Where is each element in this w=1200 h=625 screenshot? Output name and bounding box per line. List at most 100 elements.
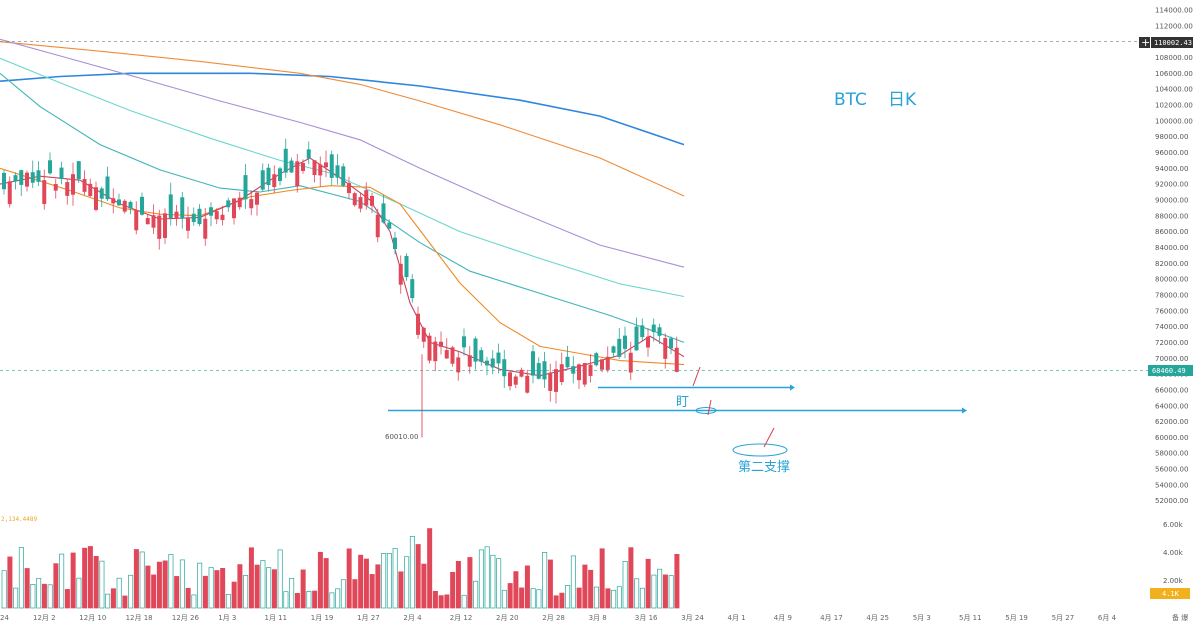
candle-body — [651, 324, 656, 333]
candle-body — [283, 148, 288, 173]
volume-bar — [616, 586, 622, 609]
candle-body — [370, 195, 374, 206]
date-tick-label: 2月 28 — [542, 614, 565, 622]
volume-bar — [335, 588, 341, 609]
date-tick-label: 5月 3 — [913, 614, 931, 622]
candle-body — [375, 214, 380, 238]
volume-bar — [47, 584, 53, 609]
price-tick-label: 94000.00 — [1155, 165, 1188, 173]
volume-bar — [329, 592, 335, 609]
red-arrow-icon — [763, 427, 775, 448]
volume-bar — [225, 594, 231, 609]
volume-bar — [179, 559, 185, 609]
price-tick-label: 104000.00 — [1155, 86, 1193, 94]
date-tick-label: 24 — [0, 614, 9, 622]
volume-bar — [59, 553, 65, 609]
candlesticks — [2, 138, 679, 438]
volume-bar — [87, 546, 93, 609]
price-tick-label: 56000.00 — [1155, 466, 1188, 474]
volume-bar — [306, 590, 312, 609]
volume-bar — [478, 549, 484, 609]
candle-body — [94, 187, 98, 210]
volume-bar — [53, 563, 59, 609]
candle-body — [329, 154, 334, 178]
candle-body — [59, 167, 64, 180]
candle-body — [525, 375, 530, 393]
volume-bar — [237, 564, 243, 609]
candle-body — [145, 218, 150, 225]
candle-body — [559, 364, 564, 383]
candle-body — [7, 181, 12, 205]
volume-bar — [174, 576, 180, 609]
volume-bar — [70, 552, 76, 609]
volume-bar — [519, 587, 525, 609]
candle-body — [398, 263, 403, 285]
candle-body — [243, 175, 248, 200]
candle-body — [82, 179, 87, 192]
price-tick-label: 80000.00 — [1155, 276, 1188, 284]
volume-bar — [438, 595, 444, 609]
candle-body — [611, 346, 616, 353]
volume-bar — [266, 567, 272, 609]
candle-body — [640, 325, 645, 338]
volume-bar — [605, 588, 611, 609]
volume-bar — [484, 546, 490, 609]
support-circle — [695, 406, 717, 414]
candle-body — [272, 174, 277, 188]
volume-bar — [13, 587, 19, 609]
candle-body — [289, 160, 294, 173]
volume-bar — [283, 591, 289, 609]
price-tick-label: 72000.00 — [1155, 339, 1188, 347]
candle-body — [335, 165, 340, 178]
price-tick-label: 64000.00 — [1155, 402, 1188, 410]
volume-bar — [450, 571, 456, 609]
candle-body — [600, 359, 604, 370]
volume-bar — [455, 560, 461, 609]
candle-body — [456, 357, 461, 373]
volume-bar — [513, 571, 519, 609]
price-tick-label: 112000.00 — [1155, 22, 1193, 30]
volume-bar — [133, 549, 139, 609]
volume-bar — [588, 569, 594, 609]
candle-body — [117, 199, 121, 206]
support-lines — [0, 41, 1148, 457]
volume-bar — [386, 553, 392, 609]
candle-body — [260, 170, 265, 190]
volume-bar — [151, 574, 157, 609]
volume-tick-label: 2.00k — [1163, 577, 1184, 585]
candle-body — [128, 201, 133, 209]
support-circle — [732, 443, 788, 457]
candle-body — [577, 364, 581, 381]
volume-bar — [645, 558, 651, 609]
volume-bar — [202, 575, 208, 609]
candle-body — [157, 215, 162, 239]
last-price-tag: 68460.49 — [1148, 365, 1193, 376]
candle-body — [249, 199, 254, 209]
volume-bar — [191, 594, 197, 609]
volume-bar — [444, 594, 450, 609]
date-tick-label: 12月 2 — [33, 614, 56, 622]
volume-bar — [662, 574, 668, 609]
candle-body — [347, 183, 351, 194]
date-tick-label: 1月 3 — [218, 614, 236, 622]
date-tick-label: 2月 12 — [450, 614, 473, 622]
date-tick-label: 1月 27 — [357, 614, 380, 622]
candle-body — [588, 364, 593, 376]
candle-body — [473, 338, 478, 362]
volume-bar — [93, 555, 99, 609]
candle-body — [36, 170, 41, 182]
candle-body — [226, 200, 231, 208]
candle-body — [674, 347, 679, 372]
volume-bar — [214, 570, 220, 609]
volume-bar — [312, 590, 318, 609]
volume-bar — [369, 574, 375, 609]
volume-bar — [547, 559, 553, 609]
candle-body — [168, 194, 173, 218]
candle-body — [439, 341, 443, 347]
candle-body — [88, 183, 93, 197]
crosshair-plus-icon[interactable]: + — [1139, 36, 1150, 49]
candle-body — [496, 352, 501, 364]
candle-body — [605, 356, 610, 370]
candle-body — [387, 222, 392, 229]
volume-bar — [363, 558, 369, 609]
